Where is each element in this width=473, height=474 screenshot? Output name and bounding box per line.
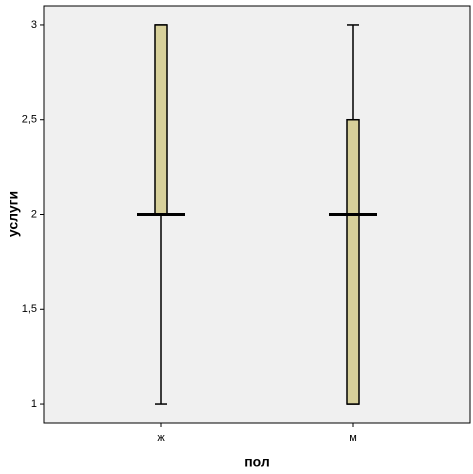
x-tick-label: ж bbox=[157, 432, 165, 444]
box bbox=[346, 118, 360, 405]
x-tick-label: м bbox=[349, 432, 357, 444]
y-axis-label: услуги bbox=[5, 191, 21, 237]
y-tick-label: 1 bbox=[31, 398, 37, 410]
y-tick-label: 2 bbox=[31, 208, 37, 220]
y-tick-label: 3 bbox=[31, 19, 37, 31]
plot-area bbox=[43, 5, 471, 424]
y-tick-label: 2,5 bbox=[22, 114, 37, 126]
x-axis-label: пол bbox=[244, 454, 270, 470]
box bbox=[154, 24, 168, 216]
y-tick-label: 1,5 bbox=[22, 303, 37, 315]
